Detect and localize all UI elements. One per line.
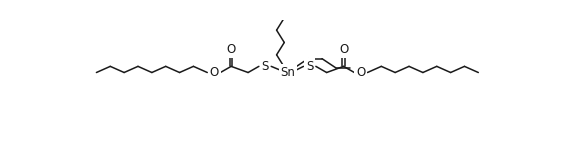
Text: Sn: Sn <box>281 66 296 79</box>
Text: S: S <box>306 60 313 73</box>
Text: O: O <box>356 66 365 79</box>
Text: S: S <box>261 60 269 73</box>
Text: O: O <box>227 43 236 56</box>
Text: O: O <box>210 66 219 79</box>
Text: O: O <box>339 43 348 56</box>
